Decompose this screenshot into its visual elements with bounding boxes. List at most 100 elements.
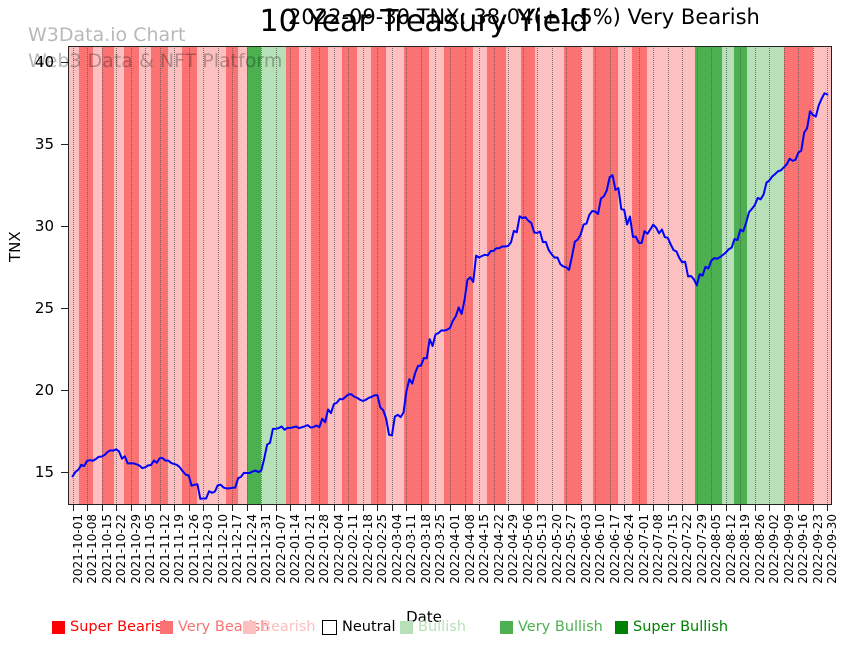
x-axis-tick	[188, 505, 190, 511]
sentiment-bands	[68, 46, 832, 505]
legend-swatch	[322, 619, 337, 635]
sentiment-band	[443, 46, 473, 505]
x-axis-tick-label: 2022-02-04	[331, 514, 346, 584]
sentiment-band	[238, 46, 247, 505]
x-axis-tick-label: 2022-04-15	[477, 514, 492, 584]
x-axis-label: Date	[406, 608, 442, 626]
x-axis-tick	[638, 505, 640, 511]
x-axis-tick-label: 2021-10-08	[85, 514, 100, 584]
x-axis-tick	[450, 505, 451, 511]
x-axis-tick	[493, 505, 495, 511]
sentiment-band	[93, 46, 102, 505]
x-axis-tick	[232, 505, 234, 511]
legend-swatch	[243, 620, 256, 634]
y-axis: 15 20 25 30 35 40	[0, 0, 68, 646]
x-axis-tick	[87, 505, 89, 511]
tnx-line-series	[71, 92, 829, 500]
sentiment-band	[404, 46, 430, 505]
x-axis-tick-label: 2022-01-28	[317, 514, 332, 584]
legend-item[interactable]: Super Bearish	[52, 619, 172, 635]
legend-item[interactable]: Super Bullish	[615, 619, 728, 635]
legend-item[interactable]: Neutral	[322, 619, 396, 635]
x-axis-tick	[304, 505, 306, 511]
legend-item[interactable]: Very Bullish	[500, 619, 603, 635]
sentiment-band	[114, 46, 125, 505]
sentiment-band	[327, 46, 343, 505]
sentiment-band	[505, 46, 521, 505]
sentiment-band	[342, 46, 357, 505]
x-axis-tick-label: 2022-09-23	[810, 514, 825, 584]
x-axis-tick	[406, 505, 408, 511]
sentiment-band	[617, 46, 633, 505]
page-title: 10 Year Treasury Yield	[259, 4, 589, 39]
plot-area[interactable]	[68, 46, 832, 505]
x-axis-tick	[624, 505, 626, 511]
x-axis-tick-label: 2021-11-19	[172, 514, 187, 584]
y-axis-tick	[61, 144, 68, 146]
x-axis-tick-label: 2022-07-01	[636, 514, 651, 584]
x-axis-tick-label: 2021-12-03	[201, 514, 216, 584]
x-axis-tick	[754, 505, 756, 511]
x-axis-tick	[348, 505, 350, 511]
x-axis-tick-label: 2022-03-18	[418, 514, 433, 584]
legend-item[interactable]: Bearish	[243, 619, 316, 635]
x-axis-tick	[537, 505, 539, 511]
x-axis-tick-label: 2021-11-05	[143, 514, 158, 584]
x-axis-tick-label: 2022-04-22	[491, 514, 506, 584]
x-axis-tick	[769, 505, 771, 511]
x-axis-tick-label: 2022-09-16	[796, 514, 811, 584]
sentiment-band	[593, 46, 618, 505]
x-axis-tick	[116, 505, 118, 511]
legend-swatch	[400, 620, 413, 634]
x-axis-tick-label: 2021-12-24	[244, 514, 259, 584]
x-axis-tick	[362, 505, 364, 511]
x-axis-tick	[711, 505, 713, 511]
sentiment-band	[580, 46, 594, 505]
sentiment-band	[311, 46, 328, 505]
legend-label: Bearish	[261, 619, 316, 635]
sentiment-band	[520, 46, 536, 505]
legend-swatch	[52, 620, 65, 634]
x-axis-tick-label: 2022-06-10	[593, 514, 608, 584]
x-axis-tick	[377, 505, 379, 511]
y-axis-tick-label: 35	[34, 135, 54, 154]
legend: Super Bearish Very Bearish Bearish Neutral B…	[0, 619, 848, 643]
x-axis-tick	[798, 505, 800, 511]
x-axis-tick-label: 2022-03-25	[433, 514, 448, 584]
x-axis-tick-label: 2022-08-19	[738, 514, 753, 584]
x-axis-tick-label: 2022-01-14	[288, 514, 303, 584]
y-axis-tick	[61, 390, 68, 392]
x-axis-tick-label: 2021-10-29	[128, 514, 143, 584]
x-axis-tick-label: 2021-12-31	[259, 514, 274, 584]
x-axis-tick-label: 2022-06-24	[622, 514, 637, 584]
y-axis-tick	[61, 226, 68, 228]
y-axis-tick-label: 15	[34, 463, 54, 482]
x-axis-tick	[72, 505, 74, 511]
x-axis-tick-label: 2022-04-08	[462, 514, 477, 584]
sentiment-band	[472, 46, 488, 505]
x-axis-tick-label: 2022-09-09	[781, 514, 796, 584]
x-axis-tick-label: 2022-09-02	[767, 514, 782, 584]
sentiment-band	[812, 46, 828, 505]
legend-item[interactable]: Bullish	[400, 619, 466, 635]
x-axis-tick-label: 2022-06-03	[578, 514, 593, 584]
sentiment-band	[746, 46, 784, 505]
x-axis-tick	[333, 505, 335, 511]
x-axis-tick-label: 2022-04-01	[448, 514, 462, 584]
x-axis-tick-label: 2022-08-26	[752, 514, 767, 584]
x-axis-tick-label: 2021-10-15	[99, 514, 114, 584]
legend-label: Bullish	[418, 619, 466, 635]
legend-swatch	[160, 620, 173, 634]
x-axis-tick-label: 2022-09-30	[825, 514, 840, 584]
sentiment-band	[167, 46, 183, 505]
x-axis-tick	[261, 505, 263, 511]
x-axis-tick	[464, 505, 466, 511]
legend-swatch	[500, 620, 513, 634]
sentiment-band	[124, 46, 139, 505]
legend-label: Neutral	[342, 619, 396, 635]
y-axis-tick	[61, 472, 68, 474]
x-axis-tick-label: 2022-08-12	[723, 514, 738, 584]
sentiment-band	[151, 46, 168, 505]
legend-swatch	[615, 620, 628, 634]
x-axis-tick	[275, 505, 277, 511]
